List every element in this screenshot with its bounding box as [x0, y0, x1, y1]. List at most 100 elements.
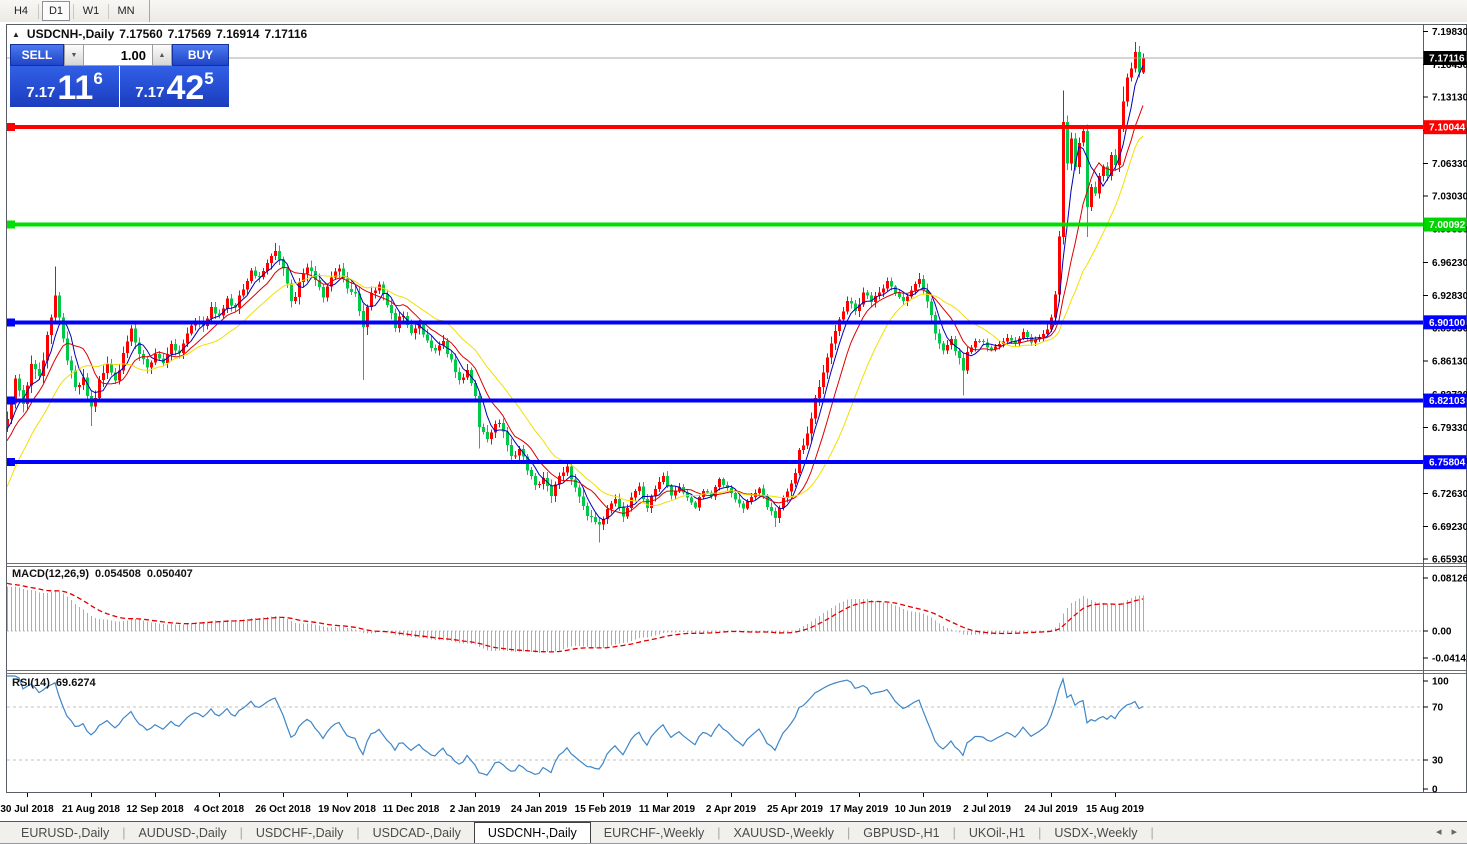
svg-text:0.00: 0.00 — [1432, 627, 1452, 638]
one-click-trade-panel: SELL ▼ ▲ BUY 7.17 11 6 7.17 42 5 — [10, 44, 229, 107]
svg-text:7.10044: 7.10044 — [1429, 123, 1466, 134]
buy-price-prefix: 7.17 — [135, 84, 165, 101]
svg-text:6.79330: 6.79330 — [1432, 423, 1467, 434]
moving-average-line — [7, 135, 1144, 507]
tab-divider: | — [1038, 825, 1042, 840]
rsi-indicator-label: RSI(14) 69.6274 — [12, 677, 96, 689]
svg-text:30: 30 — [1432, 756, 1444, 767]
collapse-panel-icon[interactable]: ▲ — [12, 29, 20, 39]
svg-text:24 Jul 2019: 24 Jul 2019 — [1024, 804, 1078, 815]
svg-text:0.081265: 0.081265 — [1432, 574, 1467, 585]
svg-text:6.82103: 6.82103 — [1429, 396, 1466, 407]
chart-window: 7.198307.164307.131307.097307.063307.030… — [0, 22, 1467, 821]
chart-tab[interactable]: EURCHF-,Weekly — [603, 825, 705, 840]
moving-average-line — [7, 65, 1144, 521]
svg-text:7.00092: 7.00092 — [1429, 220, 1466, 231]
svg-text:24 Jan 2019: 24 Jan 2019 — [511, 804, 568, 815]
macd-main-value: 0.054508 — [95, 568, 141, 580]
tab-scroll-right-icon[interactable]: ▸ — [1451, 826, 1457, 838]
chart-tab[interactable]: USDCAD-,Daily — [372, 825, 461, 840]
svg-text:21 Aug 2018: 21 Aug 2018 — [62, 804, 120, 815]
tab-scroll-left-icon[interactable]: ◂ — [1435, 826, 1442, 838]
volume-decrement-button[interactable]: ▼ — [64, 44, 84, 66]
buy-price-big: 42 — [166, 69, 205, 107]
svg-text:6.86130: 6.86130 — [1432, 357, 1467, 368]
chart-tab[interactable]: USDCNH-,Daily — [473, 822, 591, 843]
price-chart-canvas[interactable]: 7.198307.164307.131307.097307.063307.030… — [0, 22, 1467, 821]
toolbar-divider — [108, 3, 109, 19]
macd-name: MACD(12,26,9) — [12, 568, 90, 580]
svg-text:26 Oct 2018: 26 Oct 2018 — [255, 804, 311, 815]
svg-text:6.96230: 6.96230 — [1432, 258, 1467, 269]
tab-scroll-buttons: ◂ ▸ — [1436, 825, 1457, 838]
tab-divider: | — [122, 825, 126, 840]
chart-tab[interactable]: USDCHF-,Daily — [255, 825, 344, 840]
chart-tab[interactable]: UKOil-,H1 — [968, 825, 1026, 840]
svg-text:2 Apr 2019: 2 Apr 2019 — [706, 804, 757, 815]
volume-increment-button[interactable]: ▲ — [152, 44, 172, 66]
volume-input[interactable] — [84, 45, 152, 65]
timeframe-button-d1[interactable]: D1 — [42, 1, 70, 21]
svg-text:17 May 2019: 17 May 2019 — [830, 804, 889, 815]
macd-signal-value: 0.050407 — [146, 568, 193, 580]
svg-text:6.92830: 6.92830 — [1432, 291, 1467, 302]
macd-indicator-label: MACD(12,26,9) 0.054508 0.050407 — [12, 568, 193, 580]
svg-text:25 Apr 2019: 25 Apr 2019 — [767, 804, 823, 815]
buy-button[interactable]: BUY — [172, 44, 229, 66]
price-axis[interactable]: 7.198307.164307.131307.097307.063307.030… — [1423, 27, 1467, 796]
buy-price-sup: 5 — [204, 69, 214, 88]
svg-text:15 Aug 2019: 15 Aug 2019 — [1086, 804, 1144, 815]
ohlc-open: 7.17560 — [119, 27, 163, 41]
svg-text:6.65930: 6.65930 — [1432, 554, 1467, 565]
tab-divider: | — [952, 825, 956, 840]
toolbar-divider — [73, 3, 74, 19]
sell-button[interactable]: SELL — [10, 44, 64, 66]
toolbar-divider — [38, 3, 39, 19]
ohlc-high: 7.17569 — [167, 27, 212, 41]
sell-price-prefix: 7.17 — [26, 84, 56, 101]
tab-divider: | — [356, 825, 360, 840]
svg-text:6.72630: 6.72630 — [1432, 489, 1467, 500]
svg-text:15 Feb 2019: 15 Feb 2019 — [575, 804, 632, 815]
buy-price-display[interactable]: 7.17 42 5 — [120, 66, 229, 107]
svg-text:0: 0 — [1432, 785, 1438, 796]
svg-text:6.90100: 6.90100 — [1429, 318, 1466, 329]
symbol-period-label: USDCNH-,Daily — [26, 27, 115, 41]
tab-divider: | — [717, 825, 721, 840]
tab-divider: | — [239, 825, 243, 840]
rsi-name: RSI(14) — [12, 677, 50, 689]
volume-field-wrap — [84, 44, 152, 66]
toolbar-divider — [149, 0, 150, 22]
chart-tab[interactable]: EURUSD-,Daily — [21, 825, 110, 840]
svg-text:2 Jan 2019: 2 Jan 2019 — [450, 804, 501, 815]
rsi-line — [7, 675, 1144, 776]
ohlc-close: 7.17116 — [264, 27, 308, 41]
chart-tab[interactable]: XAUUSD-,Weekly — [733, 825, 834, 840]
chart-tab[interactable]: AUDUSD-,Daily — [138, 825, 227, 840]
svg-text:12 Sep 2018: 12 Sep 2018 — [126, 804, 184, 815]
svg-text:7.03030: 7.03030 — [1432, 191, 1467, 202]
svg-text:7.16430: 7.16430 — [1432, 60, 1467, 71]
timeframe-button-h4[interactable]: H4 — [13, 5, 29, 17]
tab-divider: | — [846, 825, 851, 840]
svg-text:-0.041412: -0.041412 — [1432, 654, 1467, 665]
rsi-pane — [7, 675, 1423, 776]
rsi-value: 69.6274 — [55, 677, 96, 689]
svg-text:11 Mar 2019: 11 Mar 2019 — [639, 804, 696, 815]
sell-price-big: 11 — [57, 69, 94, 107]
svg-text:70: 70 — [1432, 703, 1444, 714]
sell-price-display[interactable]: 7.17 11 6 — [10, 66, 119, 107]
svg-text:10 Jun 2019: 10 Jun 2019 — [895, 804, 952, 815]
timeframe-button-mn[interactable]: MN — [117, 5, 135, 17]
svg-text:2 Jul 2019: 2 Jul 2019 — [963, 804, 1011, 815]
chart-tab-bar: EURUSD-,Daily | AUDUSD-,Daily | USDCHF-,Dail… — [0, 821, 1467, 843]
horizontal-level-lines[interactable] — [7, 123, 1423, 467]
ohlc-low: 7.16914 — [216, 27, 260, 41]
svg-text:7.17116: 7.17116 — [1429, 54, 1465, 65]
chart-tab[interactable]: USDX-,Weekly — [1054, 825, 1138, 840]
date-axis[interactable]: 30 Jul 2018 21 Aug 2018 12 Sep 2018 4 Oct 2… — [0, 793, 1144, 815]
chart-tab[interactable]: GBPUSD-,H1 — [863, 825, 940, 840]
timeframe-button-w1[interactable]: W1 — [82, 5, 100, 17]
svg-text:7.06330: 7.06330 — [1432, 159, 1467, 170]
